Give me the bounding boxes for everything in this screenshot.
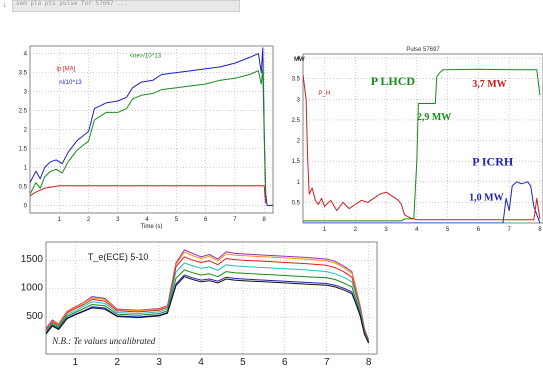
top_left-annotation-ne: <ne>/10^13: [130, 53, 162, 59]
top_right-ytick-label: 1.5: [292, 159, 301, 165]
top_left-ytick-label: 3.5: [19, 71, 28, 77]
top_left-xtick-label: 5: [175, 217, 179, 223]
top_right-xtick-label: 1: [323, 227, 327, 233]
top_right-series-icrh: [303, 181, 541, 223]
bottom-xtick-label: 4: [198, 357, 204, 366]
top_right-annotation-p29: 2,9 MW: [417, 112, 451, 123]
top_left-ytick-label: 4: [24, 52, 28, 58]
top-strip: ↓ sem pla pts pulse for 57697 ...: [0, 0, 543, 14]
bottom-xtick-label: 3: [156, 357, 162, 366]
top_left-xtick-label: 2: [87, 217, 91, 223]
top_left-xtick-label: 7: [233, 217, 237, 223]
bottom-svg: 1 2 3 4 5 6 7 8 500 1000 1500 T_e(ECE) 5-10 N.B.: Te…: [12, 236, 385, 366]
bottom-series-ch11: [46, 276, 370, 344]
top_left-series-nl: [30, 47, 273, 206]
top_left-ytick-label: 0.5: [19, 184, 28, 190]
bottom-annotation-te: T_e(ECE) 5-10: [88, 252, 149, 262]
top_left-ytick-label: 1: [24, 165, 28, 171]
top_right-annotation-p10: 1,0 MW: [469, 192, 503, 203]
top_left-ytick-label: 2: [24, 128, 28, 134]
top_right-series-lhcd: [303, 68, 541, 222]
bottom-xtick-label: 5: [240, 357, 246, 366]
top_right-series-ph: [303, 74, 541, 221]
bottom-xtick-label: 8: [366, 357, 372, 366]
top_right-xtick-label: 6: [477, 227, 481, 233]
bottom-xtick-label: 2: [114, 357, 120, 366]
top_left-ytick-label: 1.5: [19, 146, 28, 152]
top_left-xtick-label: 8: [263, 217, 267, 223]
top_right-xtick-label: 4: [415, 227, 419, 233]
top_left-ytick-label: 0: [24, 203, 28, 209]
bottom-ytick-label: 1000: [21, 283, 44, 294]
chart-electron-temperature: 1 2 3 4 5 6 7 8 500 1000 1500 T_e(ECE) 5-10 N.B.: Te…: [12, 236, 385, 366]
chart-heating-power: Pulse 57697 MW 1 2 3 4 5 6 7 8 0.5 1 1.5 2 2.5 3 3.5 4 P L…: [287, 44, 543, 237]
top_left-xtick-label: 6: [204, 217, 208, 223]
bottom-ytick-label: 1500: [21, 254, 44, 265]
top_right-ytick-label: 2.5: [292, 118, 301, 124]
bottom-annotation-nb: N.B.: Te values uncalibrated: [51, 336, 155, 346]
chart-density-current: 1 2 3 4 5 6 7 8 0 0.5 1 1.5 2 2.5 3 3.5 4 Time (s) Ip [MA]…: [0, 44, 285, 229]
top_right-title: Pulse 57697: [406, 47, 440, 53]
bottom-series-ch10: [46, 274, 370, 343]
bottom-ytick-label: 500: [26, 311, 43, 322]
top_left-annotation-ip: Ip [MA]: [56, 67, 75, 73]
top_right-xtick-label: 2: [354, 227, 358, 233]
top_right-svg: Pulse 57697 MW 1 2 3 4 5 6 7 8 0.5 1 1.5 2 2.5 3 3.5 4 P L…: [287, 44, 543, 237]
marker-glyph: ↓: [2, 2, 8, 9]
top_right-ytick-label: 3: [297, 97, 301, 103]
top_left-series-ip: [30, 185, 267, 204]
top_right-xtick-label: 7: [507, 227, 511, 233]
top_left-xtick-label: 4: [145, 217, 149, 223]
top_left-xtick-label: 1: [58, 217, 62, 223]
top_right-ytick-label: 2: [297, 139, 301, 145]
top_right-annotation-p37: 3,7 MW: [472, 79, 506, 90]
top_right-ytick-label: 3.5: [292, 77, 301, 83]
top_right-annotation-plhcd: P LHCD: [371, 74, 416, 88]
top_right-annotation-picrh: P ICRH: [472, 154, 514, 168]
top_right-ylabel: MW: [294, 57, 305, 63]
top_right-annotation-ph: P_H: [318, 91, 330, 97]
top_left-series-ne: [30, 68, 267, 195]
bottom-series-ch7: [46, 256, 370, 342]
top_left-annotation-nl: nl/10^13: [59, 80, 82, 86]
bottom-series-ch5: [46, 249, 370, 340]
top_left-ytick-label: 3: [24, 90, 28, 96]
top_right-xtick-label: 3: [384, 227, 388, 233]
header-box: [12, 0, 240, 12]
top_left-ytick-label: 2.5: [19, 109, 28, 115]
top_right-xtick-label: 5: [446, 227, 450, 233]
top_right-xtick-label: 8: [538, 227, 542, 233]
bottom-series-ch9: [46, 269, 370, 343]
top_right-ytick-label: 1: [297, 180, 301, 186]
bottom-xtick-label: 7: [324, 357, 330, 366]
top_left-xtick-label: 3: [116, 217, 120, 223]
bottom-xtick-label: 1: [73, 357, 79, 366]
bottom-series-ch8: [46, 262, 370, 342]
top_right-ytick-label: 0.5: [292, 200, 301, 206]
top_right-ytick-label: 4: [297, 56, 301, 62]
bottom-series-ch6: [46, 251, 370, 341]
bottom-xtick-label: 6: [282, 357, 288, 366]
top_left-xlabel: Time (s): [141, 224, 163, 229]
header-text: sem pla pts pulse for 57697 ...: [16, 0, 128, 7]
